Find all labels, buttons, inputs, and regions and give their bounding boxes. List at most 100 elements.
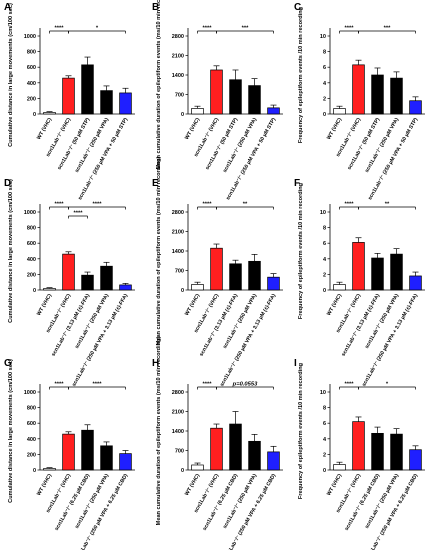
x-tick-label: WT (VHC)	[326, 117, 343, 141]
bar	[191, 284, 204, 291]
significance-label: ****	[202, 202, 212, 208]
panel-letter: A	[4, 2, 11, 13]
bar	[81, 274, 94, 291]
y-axis-label: Cumulative distance in large movements (…	[8, 3, 14, 147]
y-tick-label: 0	[33, 112, 36, 118]
y-tick-label: 0	[323, 468, 326, 474]
y-tick-label: 400	[27, 81, 36, 87]
bar	[267, 107, 280, 115]
bar	[371, 74, 384, 115]
bar	[191, 464, 204, 471]
y-tick-label: 800	[27, 406, 36, 412]
y-tick-label: 0	[181, 288, 184, 294]
bar	[81, 429, 94, 471]
bar	[210, 427, 223, 471]
y-tick-label: 800	[27, 226, 36, 232]
y-tick-label: 4	[323, 437, 327, 443]
bar	[333, 284, 346, 291]
panel-letter: E	[152, 178, 159, 189]
x-tick-label: WT (VHC)	[36, 293, 53, 317]
significance-label: ****	[202, 382, 212, 388]
y-tick-label: 10	[320, 390, 326, 396]
x-tick-label: scn1Lab⁻/⁻ (250 µM VPA)	[364, 117, 400, 174]
x-tick-label: WT (VHC)	[36, 473, 53, 497]
x-tick-label: scn1Lab⁻/⁻ (250 µM VPA)	[222, 117, 258, 174]
y-tick-label: 1400	[172, 73, 184, 79]
significance-label: ****	[344, 382, 354, 388]
y-tick-label: 4	[323, 81, 327, 87]
y-tick-label: 6	[323, 241, 326, 247]
x-tick-label: scn1Lab⁻/⁻ (250 µM VPA)	[74, 117, 110, 174]
y-tick-label: 2100	[172, 54, 184, 60]
x-tick-label: scn1Lab⁻/⁻ (250 µM VPA)	[74, 293, 110, 350]
y-tick-label: 400	[27, 437, 36, 443]
y-tick-label: 6	[323, 65, 326, 71]
significance-label: ****	[92, 202, 102, 208]
bar	[119, 453, 132, 471]
bar	[81, 64, 94, 115]
panel-letter: C	[294, 2, 301, 13]
bar	[333, 108, 346, 115]
x-tick-label: scn1Lab⁻/⁻ (3.13 µM (±)-FFA)	[199, 293, 240, 358]
panel-i: I Frequency of epileptiform events /10 mi…	[294, 358, 425, 550]
bar	[119, 92, 132, 115]
bar	[390, 433, 403, 471]
y-tick-label: 2	[323, 452, 326, 458]
y-tick-label: 1400	[172, 249, 184, 255]
x-tick-label: WT (VHC)	[326, 473, 343, 497]
x-tick-label: WT (VHC)	[326, 293, 343, 317]
y-tick-label: 2800	[172, 390, 184, 396]
bar	[210, 69, 223, 115]
y-axis-label: Frequency of epileptiform events /10 min…	[298, 182, 304, 319]
y-tick-label: 1000	[24, 34, 36, 40]
bar	[229, 263, 242, 291]
bar	[409, 275, 422, 291]
y-tick-label: 4	[323, 257, 327, 263]
y-tick-label: 200	[27, 452, 36, 458]
y-tick-label: 2	[323, 96, 326, 102]
bar	[390, 253, 403, 291]
bar	[267, 451, 280, 471]
bar	[248, 85, 261, 115]
x-tick-label: scn1Lab⁻/⁻ (250 µM VPA)	[364, 293, 400, 350]
bar	[62, 77, 75, 115]
x-tick-label: scn1Lab⁻/⁻ (250 µM VPA)	[364, 473, 400, 530]
y-axis-label: Mean cumulative duration of epileptiform…	[156, 157, 162, 346]
y-axis-label: Frequency of epileptiform events /10 min…	[298, 362, 304, 499]
y-tick-label: 1000	[24, 390, 36, 396]
significance-label: ****	[54, 382, 64, 388]
bar	[100, 90, 113, 115]
panel-letter: H	[152, 358, 159, 369]
y-tick-label: 8	[323, 406, 326, 412]
bar	[191, 108, 204, 115]
significance-label: ****	[92, 382, 102, 388]
y-tick-label: 400	[27, 257, 36, 263]
bar	[409, 100, 422, 115]
bar	[43, 112, 56, 115]
y-tick-label: 1400	[172, 429, 184, 435]
y-tick-label: 6	[323, 421, 326, 427]
significance-label: p=0.0553	[232, 382, 258, 388]
bar	[267, 276, 280, 291]
significance-label: ****	[54, 202, 64, 208]
y-tick-label: 2800	[172, 210, 184, 216]
x-tick-label: WT (VHC)	[36, 117, 53, 141]
y-tick-label: 700	[175, 93, 184, 99]
panel-letter: B	[152, 2, 159, 13]
significance-label: ***	[242, 26, 250, 32]
significance-label: *	[386, 382, 389, 388]
y-tick-label: 0	[323, 112, 326, 118]
bar	[210, 247, 223, 291]
bar	[352, 242, 365, 291]
significance-label: ****	[54, 26, 64, 32]
y-tick-label: 800	[27, 50, 36, 56]
bar	[371, 432, 384, 471]
significance-label: **	[243, 202, 248, 208]
panel-letter: G	[4, 358, 12, 369]
x-tick-label: scn1Lab⁻/⁻ (6.25 µM CBD)	[344, 473, 382, 532]
